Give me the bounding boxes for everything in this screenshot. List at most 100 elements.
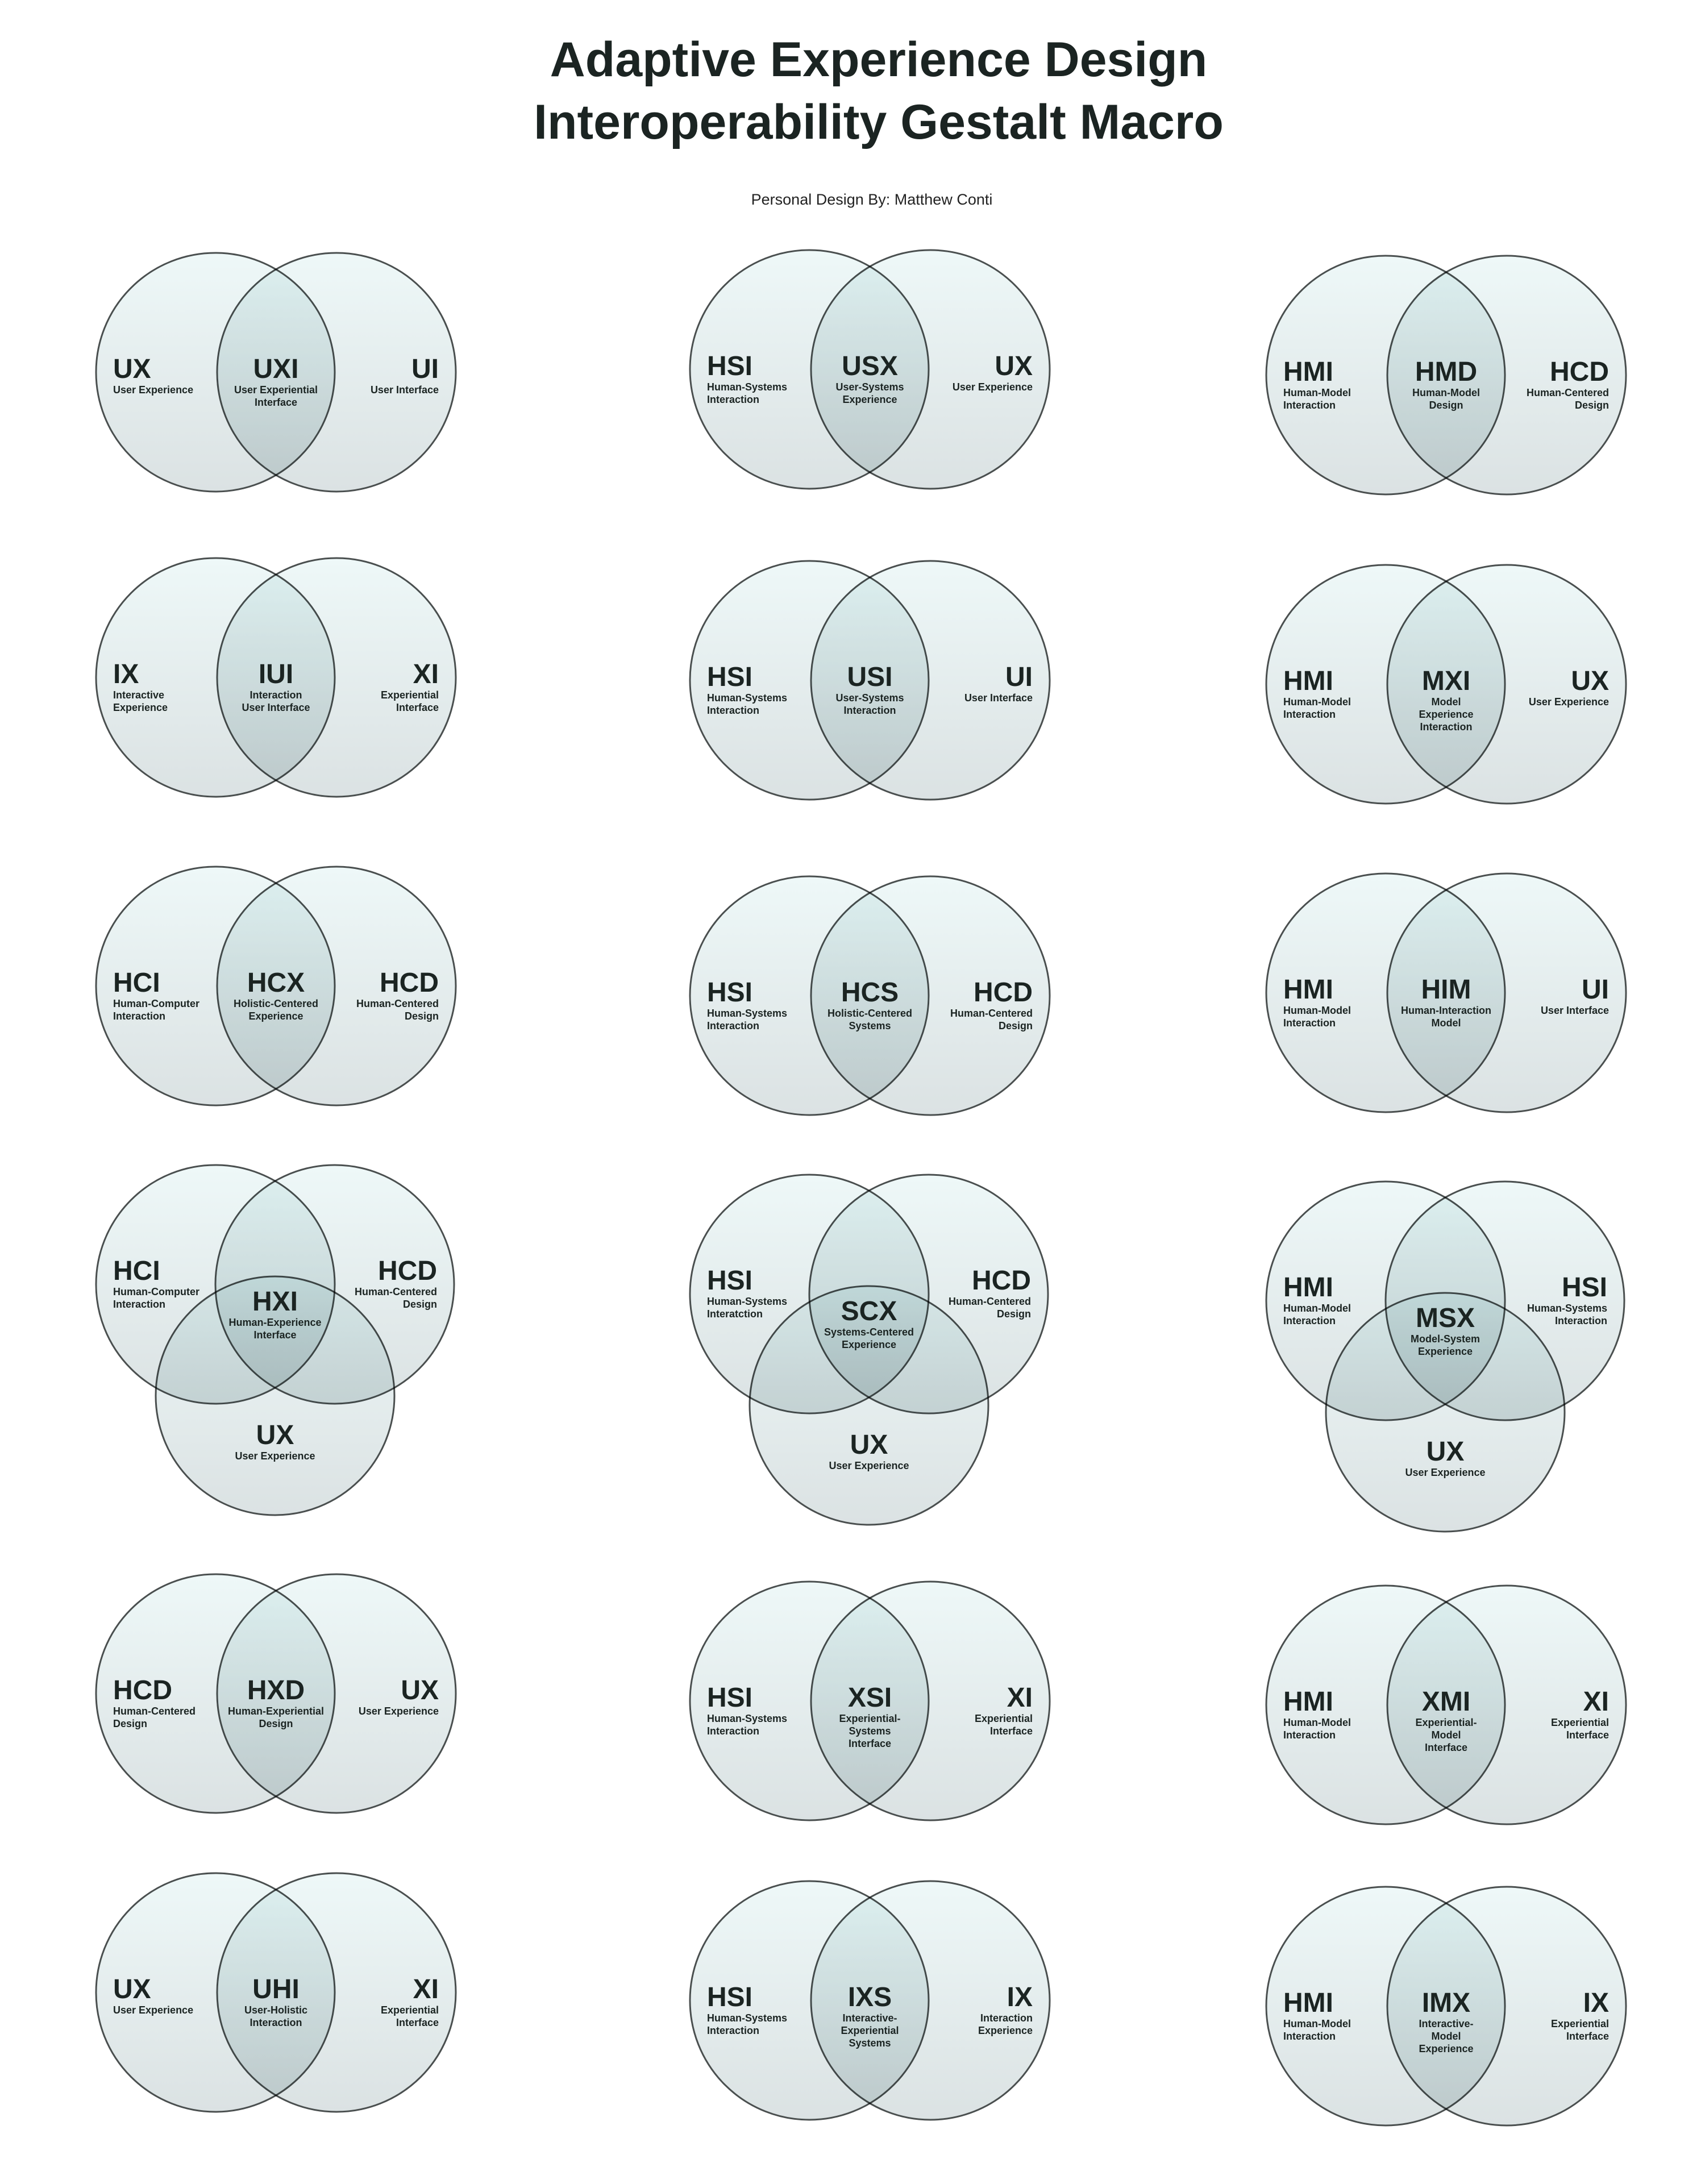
acronym: MSX — [1416, 1303, 1475, 1333]
full-name-line: Human-Systems — [707, 1008, 787, 1019]
page-title-line-2: Interoperability Gestalt Macro — [534, 95, 1224, 149]
full-name-line: Human-Systems — [707, 692, 787, 704]
acronym: HSI — [1562, 1272, 1607, 1303]
acronym: IX — [1007, 1982, 1033, 2012]
full-name-line: Design — [113, 1718, 147, 1729]
acronym: HCD — [113, 1675, 172, 1705]
full-name-line: Human-Model — [1412, 387, 1480, 398]
two-set-venn-diagram: IXInteractiveExperienceXIExperientialInt… — [95, 557, 457, 798]
full-name-line: Experience — [248, 1010, 303, 1022]
full-name-line: Design — [999, 1020, 1033, 1031]
full-name-line: Interactive- — [842, 2012, 897, 2024]
full-name-line: User Experience — [953, 381, 1033, 393]
full-name-line: Interaction — [707, 1020, 759, 1031]
full-name-line: Experience — [1418, 1346, 1473, 1357]
full-name-line: User Experiential — [234, 384, 318, 396]
acronym: HMD — [1415, 357, 1477, 387]
full-name-line: Model — [1432, 1729, 1461, 1741]
set-circle-ux — [748, 1285, 989, 1526]
acronym: HCD — [1550, 357, 1609, 387]
set-circle-ux — [155, 1275, 396, 1516]
full-name-line: User Interface — [242, 702, 310, 713]
full-name-line: Interatction — [707, 1308, 763, 1320]
full-name-line: Interaction — [1555, 1315, 1607, 1326]
full-name-line: User Interface — [964, 692, 1033, 704]
full-name-line: Human-Experience — [228, 1317, 321, 1328]
full-name-line: Systems — [849, 2037, 891, 2049]
full-name-line: Human-Centered — [950, 1008, 1033, 1019]
acronym: HSI — [707, 1982, 752, 2012]
acronym: HCI — [113, 968, 160, 998]
acronym: UX — [113, 1974, 151, 2004]
three-set-venn-diagram: HMIHuman-ModelInteractionHSIHuman-System… — [1265, 1180, 1625, 1533]
full-name-line: Experience — [842, 1339, 896, 1350]
full-name-line: User Experience — [113, 2004, 193, 2016]
full-name-line: User Experience — [1405, 1467, 1485, 1478]
full-name-line: Human-Systems — [1527, 1303, 1607, 1314]
full-name-line: Interactive- — [1419, 2018, 1473, 2029]
acronym: UX — [850, 1430, 888, 1460]
full-name-line: Human-Systems — [707, 1713, 787, 1724]
full-name-line: Interaction — [980, 2012, 1033, 2024]
full-name-line: Human-Model — [1283, 1005, 1351, 1016]
acronym: IX — [1583, 1988, 1609, 2018]
full-name-line: Interface — [990, 1725, 1033, 1737]
full-name-line: Human-Experiential — [228, 1705, 324, 1717]
acronym: USI — [847, 662, 892, 692]
acronym: UI — [1005, 662, 1033, 692]
full-name-line: Interface — [396, 702, 439, 713]
full-name-line: Holistic-Centered — [234, 998, 318, 1009]
full-name-line: Experience — [842, 394, 897, 405]
full-name-line: Experiential — [841, 2025, 899, 2036]
full-name-line: Interaction — [1283, 2031, 1336, 2042]
full-name-line: User Experience — [829, 1460, 909, 1471]
acronym: XSI — [848, 1683, 892, 1713]
full-name-line: User Experience — [235, 1450, 315, 1462]
acronym: UX — [113, 354, 151, 384]
full-name-line: Interactive — [113, 689, 164, 701]
full-name-line: Model-System — [1411, 1333, 1480, 1345]
full-name-line: Experience — [113, 702, 168, 713]
acronym: UI — [411, 354, 439, 384]
full-name-line: Human-Model — [1283, 2018, 1351, 2029]
acronym: UHI — [252, 1974, 300, 2004]
full-name-line: Human-Centered — [949, 1296, 1031, 1307]
acronym: XI — [413, 659, 439, 689]
full-name-line: Experiential — [1551, 2018, 1609, 2029]
full-name-line: Human-Centered — [1527, 387, 1609, 398]
acronym: HCD — [378, 1256, 437, 1286]
acronym: HCI — [113, 1256, 160, 1286]
full-name-line: Design — [403, 1299, 437, 1310]
full-name-line: User Experience — [359, 1705, 439, 1717]
author-byline: Personal Design By: Matthew Conti — [751, 191, 993, 208]
acronym: XI — [413, 1974, 439, 2004]
acronym: UI — [1582, 975, 1609, 1005]
full-name-line: Human-Model — [1283, 387, 1351, 398]
full-name-line: Interaction — [1283, 1729, 1336, 1741]
acronym: HCD — [380, 968, 439, 998]
